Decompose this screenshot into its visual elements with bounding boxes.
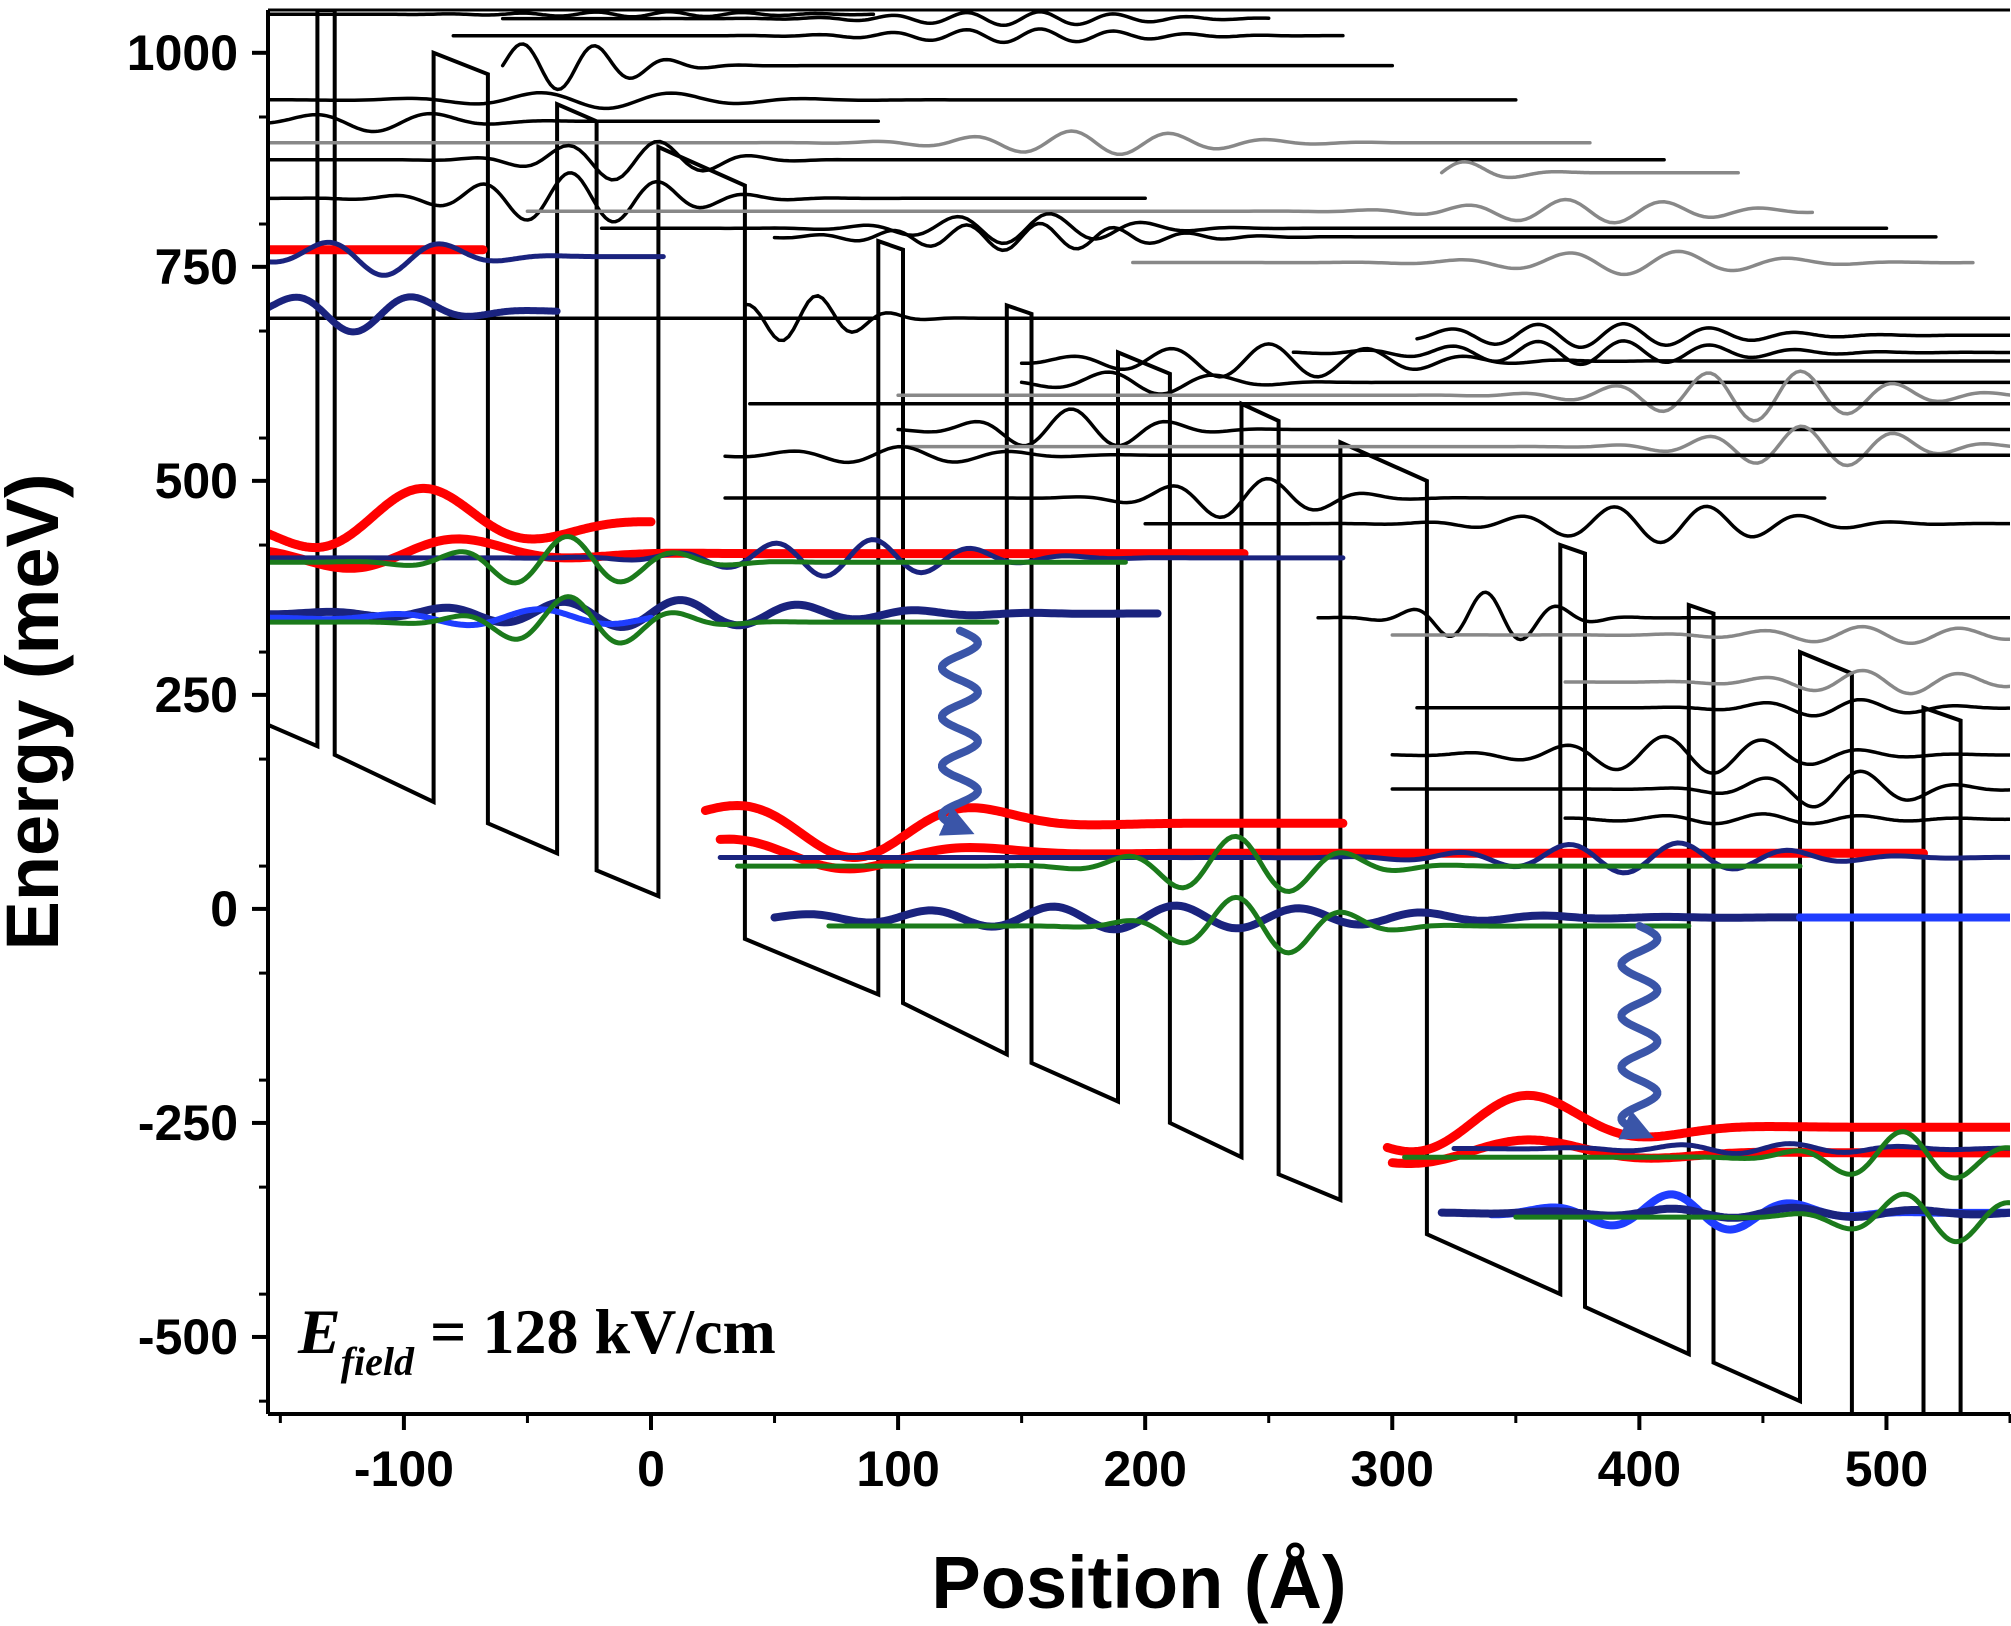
series-line-14 (772, 221, 1938, 253)
x-tick-label: 100 (856, 1441, 939, 1497)
series-line-37 (268, 483, 656, 553)
x-tick-label: 300 (1351, 1441, 1434, 1497)
series-line-54 (1402, 1129, 2010, 1181)
series-line-40 (268, 533, 1128, 586)
y-tick-label: 500 (155, 453, 238, 509)
field-annotation: Efield = 128 kV/cm (297, 1296, 776, 1384)
annotation-prefix: E (297, 1296, 341, 1367)
annotation-subscript: field (341, 1339, 415, 1384)
ticks: -100 0 100 200 300 400 500 -500 -250 0 250 500 750 10… (127, 25, 2011, 1497)
photon-arrow-1 (1617, 922, 1662, 1140)
series-line-1 (743, 293, 2010, 343)
series-line-5 (268, 90, 1518, 111)
y-tick-label: -500 (138, 1309, 238, 1365)
series-line-15 (1131, 249, 1975, 277)
series-line-27 (1316, 590, 2010, 642)
series-line-29 (1563, 668, 2010, 696)
axes (266, 8, 2010, 1416)
series-line-19 (1019, 370, 2010, 396)
x-axis-label: Position (Å) (931, 1541, 1346, 1624)
series-line-3 (268, 171, 1147, 224)
y-tick-label: 1000 (127, 25, 238, 81)
series-line-48 (770, 901, 1804, 934)
x-tick-label: 500 (1845, 1441, 1928, 1497)
y-tick-label: -250 (138, 1095, 238, 1151)
series-line-45 (715, 834, 1928, 874)
series-line-36 (268, 293, 561, 336)
series-line-4 (268, 129, 1592, 156)
series-line-17 (1291, 339, 2010, 367)
series-line-51 (1382, 1090, 2010, 1157)
series-line-16 (1415, 322, 2010, 350)
series-line-23 (896, 424, 2010, 468)
series-line-20 (896, 369, 2010, 423)
x-tick-label: 0 (637, 1441, 665, 1497)
y-tick-label: 250 (155, 667, 238, 723)
series-line-9 (500, 10, 1271, 28)
series-line-6 (500, 42, 1395, 92)
series-line-26 (1143, 504, 2010, 545)
series-line-47 (735, 833, 1803, 895)
series-line-10 (268, 139, 1666, 182)
series-line-13 (599, 212, 1889, 246)
series-line-53 (1451, 1141, 2010, 1157)
series-line-31 (1390, 734, 2010, 775)
series-line-57 (1513, 1191, 2010, 1245)
x-tick-label: 400 (1598, 1441, 1681, 1497)
series-line-18 (1019, 342, 2010, 379)
series-line-32 (1390, 769, 2010, 809)
series-line-11 (1439, 160, 1740, 180)
plot-area (268, 10, 2010, 1414)
series-line-35 (268, 239, 666, 278)
x-tick-label: -100 (354, 1441, 454, 1497)
series-line-33 (1563, 812, 2010, 826)
y-tick-label: 750 (155, 239, 238, 295)
x-tick-label: 200 (1103, 1441, 1186, 1497)
annotation-suffix: = 128 kV/cm (414, 1296, 776, 1367)
series-line-7 (451, 27, 1345, 45)
series-line-12 (525, 197, 1815, 225)
y-tick-label: 0 (210, 881, 238, 937)
series-line-2 (268, 111, 881, 134)
series-line-22 (896, 407, 2010, 448)
series-line-42 (268, 606, 654, 629)
series-line-50 (826, 894, 1692, 956)
series-line-24 (723, 444, 2010, 465)
y-axis-label: Energy (meV) (0, 473, 74, 950)
series-line-25 (723, 476, 1827, 520)
series-line-46 (717, 840, 2010, 876)
series-line-30 (1415, 697, 2010, 718)
series-line-28 (1390, 624, 2010, 646)
photon-arrow-0 (938, 626, 982, 836)
series-line-8 (268, 10, 876, 19)
series-line-44 (700, 800, 1348, 862)
series-line-43 (268, 594, 1000, 646)
